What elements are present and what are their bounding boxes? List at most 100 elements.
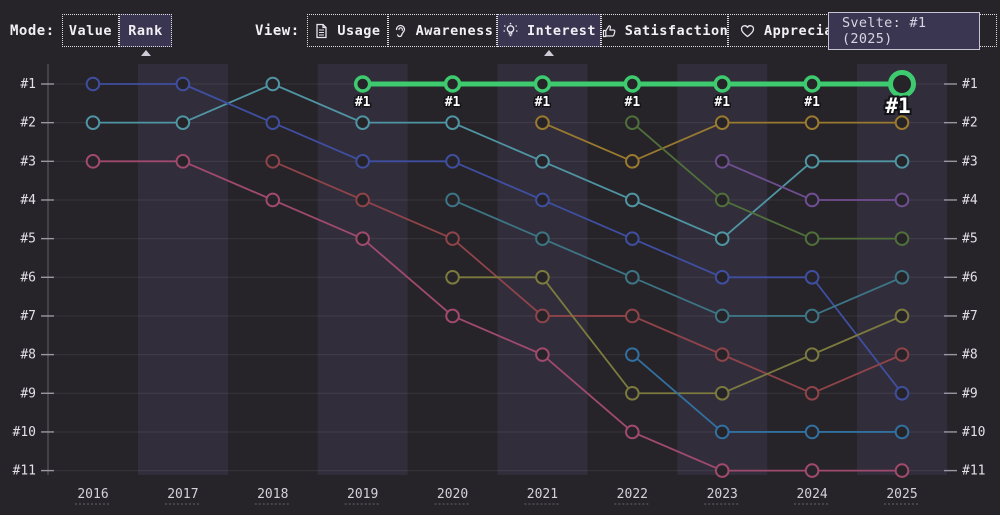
- data-point[interactable]: [175, 115, 191, 130]
- data-point[interactable]: [625, 308, 640, 324]
- data-point[interactable]: [714, 231, 730, 246]
- data-point[interactable]: [445, 231, 460, 246]
- data-point[interactable]: [445, 192, 460, 208]
- data-point[interactable]: [535, 270, 550, 285]
- year-label[interactable]: 2019: [347, 487, 378, 502]
- view-awareness-label: Awareness: [415, 22, 494, 39]
- data-point[interactable]: [85, 154, 101, 169]
- data-point[interactable]: [625, 424, 640, 440]
- data-point[interactable]: [894, 424, 910, 440]
- data-point[interactable]: [535, 192, 550, 208]
- view-satisfaction-button[interactable]: Satisfaction: [601, 14, 728, 47]
- data-point[interactable]: [804, 347, 820, 362]
- view-interest-button[interactable]: Interest: [497, 14, 601, 47]
- data-point[interactable]: [894, 115, 910, 130]
- data-point[interactable]: [714, 347, 730, 362]
- data-point[interactable]: [445, 308, 460, 324]
- mode-value-label: Value: [68, 22, 113, 39]
- data-point[interactable]: [713, 75, 731, 93]
- data-point[interactable]: [535, 154, 550, 169]
- data-point[interactable]: [175, 76, 191, 92]
- data-point[interactable]: [625, 385, 640, 401]
- data-point[interactable]: [804, 192, 820, 208]
- data-point[interactable]: [894, 231, 910, 246]
- data-point[interactable]: [443, 75, 462, 93]
- data-point[interactable]: [714, 463, 730, 478]
- year-label[interactable]: 2018: [257, 487, 288, 502]
- data-point[interactable]: [265, 76, 281, 92]
- data-point[interactable]: [714, 424, 730, 440]
- data-point[interactable]: [894, 308, 910, 324]
- data-point[interactable]: [804, 385, 820, 401]
- data-point[interactable]: [265, 115, 281, 130]
- data-point[interactable]: [535, 115, 550, 130]
- year-label[interactable]: 2021: [527, 487, 558, 502]
- view-usage-label: Usage: [337, 22, 381, 39]
- data-point[interactable]: [355, 192, 370, 208]
- data-point[interactable]: [355, 115, 370, 130]
- data-point[interactable]: [894, 154, 910, 169]
- data-point[interactable]: [625, 231, 640, 246]
- rank-label-right: #11: [962, 464, 985, 479]
- rank-label-left: #7: [20, 309, 36, 324]
- data-point[interactable]: [894, 463, 910, 478]
- data-point[interactable]: [625, 154, 640, 169]
- data-point[interactable]: [355, 154, 370, 169]
- data-point[interactable]: [623, 75, 642, 93]
- data-point[interactable]: [894, 192, 910, 208]
- year-label[interactable]: 2024: [796, 487, 827, 502]
- data-point[interactable]: [625, 115, 640, 130]
- data-point[interactable]: [894, 347, 910, 362]
- data-point[interactable]: [804, 115, 820, 130]
- data-point[interactable]: [804, 154, 820, 169]
- data-point[interactable]: [353, 75, 372, 93]
- data-point[interactable]: [85, 115, 101, 130]
- data-point[interactable]: [803, 75, 821, 93]
- data-point[interactable]: [175, 154, 191, 169]
- data-point[interactable]: [714, 308, 730, 324]
- data-point[interactable]: [445, 154, 460, 169]
- data-point[interactable]: [804, 270, 820, 285]
- data-point[interactable]: [533, 75, 552, 93]
- data-point[interactable]: [714, 192, 730, 208]
- data-point[interactable]: [804, 424, 820, 440]
- data-point[interactable]: [625, 347, 640, 362]
- data-point[interactable]: [625, 270, 640, 285]
- data-point[interactable]: [894, 270, 910, 285]
- rank-label-right: #2: [962, 116, 978, 131]
- rank-label-right: #5: [962, 232, 978, 247]
- view-usage-button[interactable]: Usage: [307, 14, 388, 47]
- year-label[interactable]: 2016: [77, 487, 108, 502]
- data-point[interactable]: [535, 308, 550, 324]
- year-label[interactable]: 2020: [437, 487, 468, 502]
- year-label[interactable]: 2022: [617, 487, 648, 502]
- data-point[interactable]: [535, 231, 550, 246]
- data-point[interactable]: [535, 347, 550, 362]
- year-label[interactable]: 2023: [707, 487, 738, 502]
- data-point[interactable]: [894, 385, 910, 401]
- data-point[interactable]: [714, 154, 730, 169]
- data-point[interactable]: [888, 70, 917, 98]
- data-point[interactable]: [445, 270, 460, 285]
- data-point[interactable]: [804, 231, 820, 246]
- view-awareness-button[interactable]: Awareness: [388, 14, 497, 47]
- data-point[interactable]: [265, 192, 281, 208]
- data-point[interactable]: [804, 463, 820, 478]
- data-point[interactable]: [355, 231, 370, 246]
- data-point[interactable]: [714, 385, 730, 401]
- year-label[interactable]: 2017: [167, 487, 198, 502]
- data-point[interactable]: [714, 115, 730, 130]
- data-point[interactable]: [804, 308, 820, 324]
- mode-value-button[interactable]: Value: [62, 14, 119, 47]
- rank-label-right: #9: [962, 386, 978, 401]
- data-point[interactable]: [625, 192, 640, 208]
- data-point[interactable]: [445, 115, 460, 130]
- highlight-rank-label: #1: [714, 95, 730, 110]
- mode-rank-button[interactable]: Rank: [119, 14, 172, 47]
- data-point[interactable]: [85, 76, 101, 92]
- data-point[interactable]: [714, 270, 730, 285]
- data-point[interactable]: [265, 154, 281, 169]
- highlight-rank-label: #1: [625, 95, 641, 110]
- year-label[interactable]: 2025: [886, 487, 917, 502]
